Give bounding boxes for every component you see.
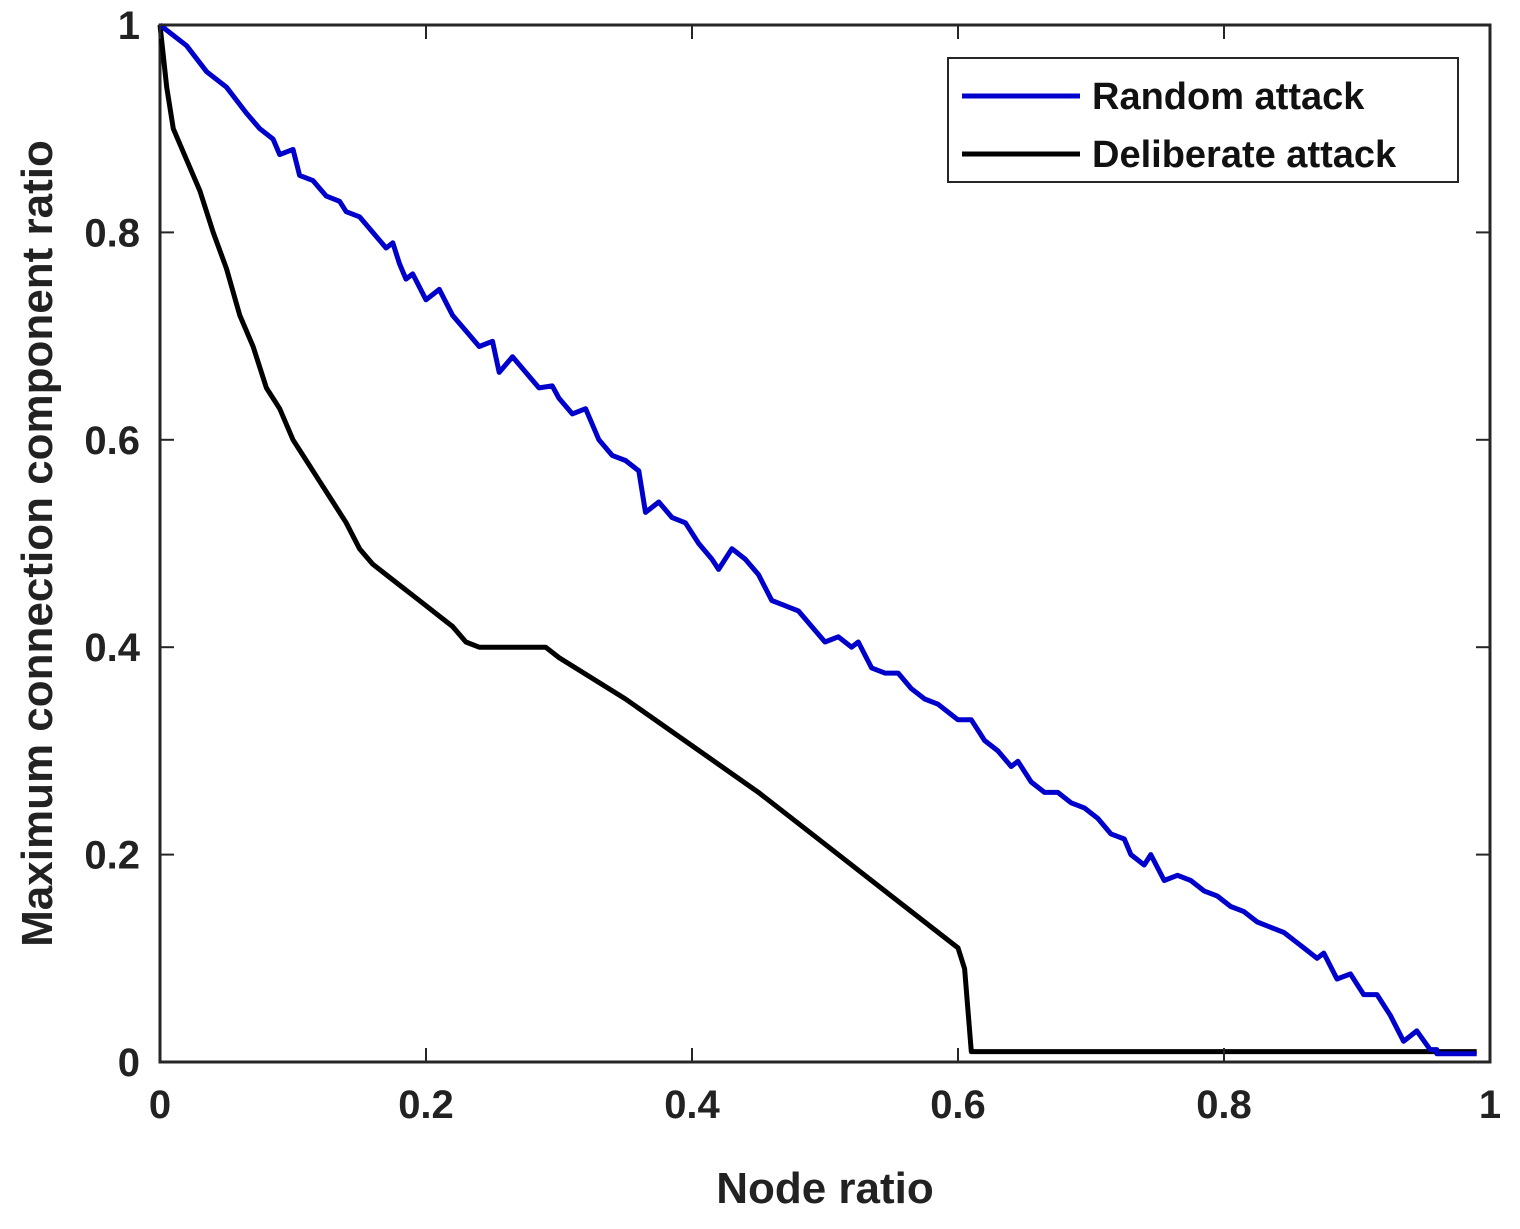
- y-tick-label-1: 0.2: [84, 834, 140, 878]
- x-axis-label: Node ratio: [716, 1164, 934, 1213]
- plot-frame: [158, 23, 1492, 1064]
- series-random-attack: [158, 23, 1477, 1057]
- series-deliberate-attack: [157, 24, 1477, 1055]
- y-tick-label-0: 0: [118, 1041, 140, 1085]
- legend-label-deliberate-attack: Deliberate attack: [1092, 134, 1397, 176]
- x-tick-label-3: 0.6: [930, 1083, 986, 1127]
- legend-label-random-attack: Random attack: [1092, 76, 1365, 118]
- series-layer: [157, 23, 1477, 1057]
- y-tick-label-4: 0.8: [84, 211, 140, 255]
- tick-marks: [159, 24, 1491, 1063]
- plot-area: [157, 23, 1492, 1064]
- legend-box: [947, 57, 1459, 183]
- x-tick-label-0: 0: [149, 1083, 171, 1127]
- x-tick-label-2: 0.4: [664, 1083, 720, 1127]
- x-axis-tick-labels: 0 0.2 0.4 0.6 0.8 1: [149, 1083, 1501, 1127]
- y-axis-tick-labels: 0 0.2 0.4 0.6 0.8 1: [84, 4, 140, 1085]
- legend: Random attack Deliberate attack: [947, 57, 1459, 183]
- x-tick-label-5: 1: [1479, 1083, 1501, 1127]
- x-tick-label-1: 0.2: [398, 1083, 454, 1127]
- y-tick-label-5: 1: [118, 4, 140, 48]
- x-tick-label-4: 0.8: [1196, 1083, 1252, 1127]
- y-tick-label-3: 0.6: [84, 419, 140, 463]
- y-tick-label-2: 0.4: [84, 626, 140, 670]
- y-axis-label: Maximum connection component ratio: [13, 140, 62, 947]
